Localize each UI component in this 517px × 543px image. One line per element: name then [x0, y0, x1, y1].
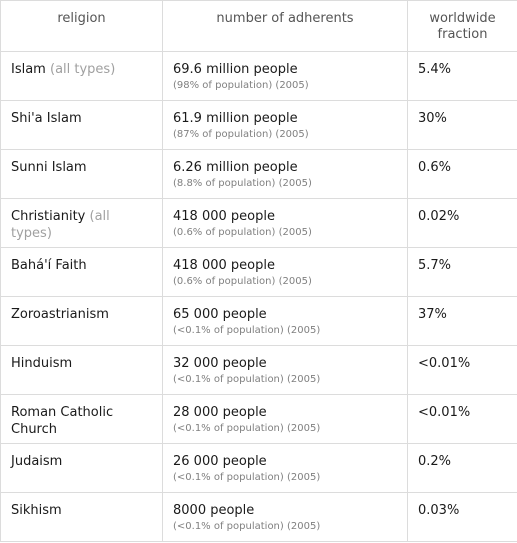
population-detail: (0.6% of population) (2005) — [173, 227, 312, 238]
adherents-value: 32 000 people — [173, 356, 267, 371]
header-row: religion number of adherents worldwide f… — [0, 0, 517, 52]
adherents-cell: 26 000 people (<0.1% of population) (2005… — [162, 443, 408, 493]
adherents-value: 8000 people — [173, 503, 255, 518]
fraction-value: 5.4% — [418, 62, 452, 77]
adherents-cell: 418 000 people (0.6% of population) (2005… — [162, 247, 408, 297]
adherents-value: 6.26 million people — [173, 160, 298, 175]
adherents-value: 28 000 people — [173, 405, 267, 420]
religion-cell: Shi'a Islam — [0, 100, 163, 150]
adherents-value: 26 000 people — [173, 454, 267, 469]
fraction-cell: <0.01% — [407, 345, 517, 395]
adherents-value: 418 000 people — [173, 209, 275, 224]
population-detail: (<0.1% of population) (2005) — [173, 423, 321, 434]
fraction-cell: 0.03% — [407, 492, 517, 542]
fraction-cell: 5.7% — [407, 247, 517, 297]
fraction-value: <0.01% — [418, 405, 471, 420]
table-row: Islam (all types) 69.6 million people (98… — [0, 51, 517, 101]
religion-cell: Bahá'í Faith — [0, 247, 163, 297]
header-fraction: worldwide fraction — [407, 0, 517, 52]
fraction-cell: 0.2% — [407, 443, 517, 493]
religion-cell: Roman Catholic Church — [0, 394, 163, 444]
adherents-cell: 6.26 million people (8.8% of population) … — [162, 149, 408, 199]
table-row: Christianity (all types) 418 000 people (… — [0, 198, 517, 248]
fraction-value: 0.6% — [418, 160, 452, 175]
religion-name: Sunni Islam — [11, 160, 87, 175]
religion-name: Sikhism — [11, 503, 62, 518]
religion-cell: Zoroastrianism — [0, 296, 163, 346]
fraction-value: 0.03% — [418, 503, 460, 518]
adherents-value: 65 000 people — [173, 307, 267, 322]
table-row: Hinduism 32 000 people (<0.1% of populati… — [0, 345, 517, 395]
religion-name: Islam — [11, 62, 46, 77]
adherents-value: 61.9 million people — [173, 111, 298, 126]
religion-qualifier: (all types) — [50, 62, 116, 77]
adherents-cell: 65 000 people (<0.1% of population) (2005… — [162, 296, 408, 346]
population-detail: (<0.1% of population) (2005) — [173, 325, 321, 336]
population-detail: (<0.1% of population) (2005) — [173, 374, 321, 385]
religion-name: Bahá'í Faith — [11, 258, 87, 273]
religion-cell: Christianity (all types) — [0, 198, 163, 248]
adherents-value: 418 000 people — [173, 258, 275, 273]
religion-cell: Islam (all types) — [0, 51, 163, 101]
religion-name: Zoroastrianism — [11, 307, 109, 322]
table-row: Shi'a Islam 61.9 million people (87% of p… — [0, 100, 517, 150]
fraction-cell: 37% — [407, 296, 517, 346]
fraction-value: 30% — [418, 111, 447, 126]
population-detail: (8.8% of population) (2005) — [173, 178, 312, 189]
religion-cell: Hinduism — [0, 345, 163, 395]
adherents-cell: 418 000 people (0.6% of population) (2005… — [162, 198, 408, 248]
fraction-value: 5.7% — [418, 258, 452, 273]
religion-name: Shi'a Islam — [11, 111, 82, 126]
population-detail: (<0.1% of population) (2005) — [173, 521, 321, 532]
fraction-cell: 30% — [407, 100, 517, 150]
fraction-cell: <0.01% — [407, 394, 517, 444]
population-detail: (87% of population) (2005) — [173, 129, 309, 140]
religion-cell: Sikhism — [0, 492, 163, 542]
fraction-value: 0.2% — [418, 454, 452, 469]
population-detail: (<0.1% of population) (2005) — [173, 472, 321, 483]
adherents-cell: 61.9 million people (87% of population) (… — [162, 100, 408, 150]
table-row: Roman Catholic Church 28 000 people (<0.1… — [0, 394, 517, 444]
adherents-cell: 8000 people (<0.1% of population) (2005) — [162, 492, 408, 542]
table-row: Sikhism 8000 people (<0.1% of population)… — [0, 492, 517, 542]
religion-cell: Judaism — [0, 443, 163, 493]
religion-name: Christianity — [11, 209, 86, 224]
fraction-cell: 5.4% — [407, 51, 517, 101]
religion-name: Judaism — [11, 454, 63, 469]
religion-name: Roman Catholic Church — [11, 405, 114, 437]
adherents-cell: 28 000 people (<0.1% of population) (2005… — [162, 394, 408, 444]
population-detail: (98% of population) (2005) — [173, 80, 309, 91]
religion-name: Hinduism — [11, 356, 73, 371]
fraction-cell: 0.02% — [407, 198, 517, 248]
adherents-cell: 32 000 people (<0.1% of population) (2005… — [162, 345, 408, 395]
header-adherents: number of adherents — [162, 0, 408, 52]
fraction-cell: 0.6% — [407, 149, 517, 199]
adherents-value: 69.6 million people — [173, 62, 298, 77]
fraction-value: <0.01% — [418, 356, 471, 371]
fraction-value: 0.02% — [418, 209, 460, 224]
population-detail: (0.6% of population) (2005) — [173, 276, 312, 287]
table-row: Bahá'í Faith 418 000 people (0.6% of popu… — [0, 247, 517, 297]
header-religion: religion — [0, 0, 163, 52]
religion-cell: Sunni Islam — [0, 149, 163, 199]
table-row: Judaism 26 000 people (<0.1% of populatio… — [0, 443, 517, 493]
table-row: Sunni Islam 6.26 million people (8.8% of … — [0, 149, 517, 199]
fraction-value: 37% — [418, 307, 447, 322]
table-row: Zoroastrianism 65 000 people (<0.1% of po… — [0, 296, 517, 346]
religion-qualifier: (all types) — [11, 209, 110, 241]
adherents-cell: 69.6 million people (98% of population) (… — [162, 51, 408, 101]
